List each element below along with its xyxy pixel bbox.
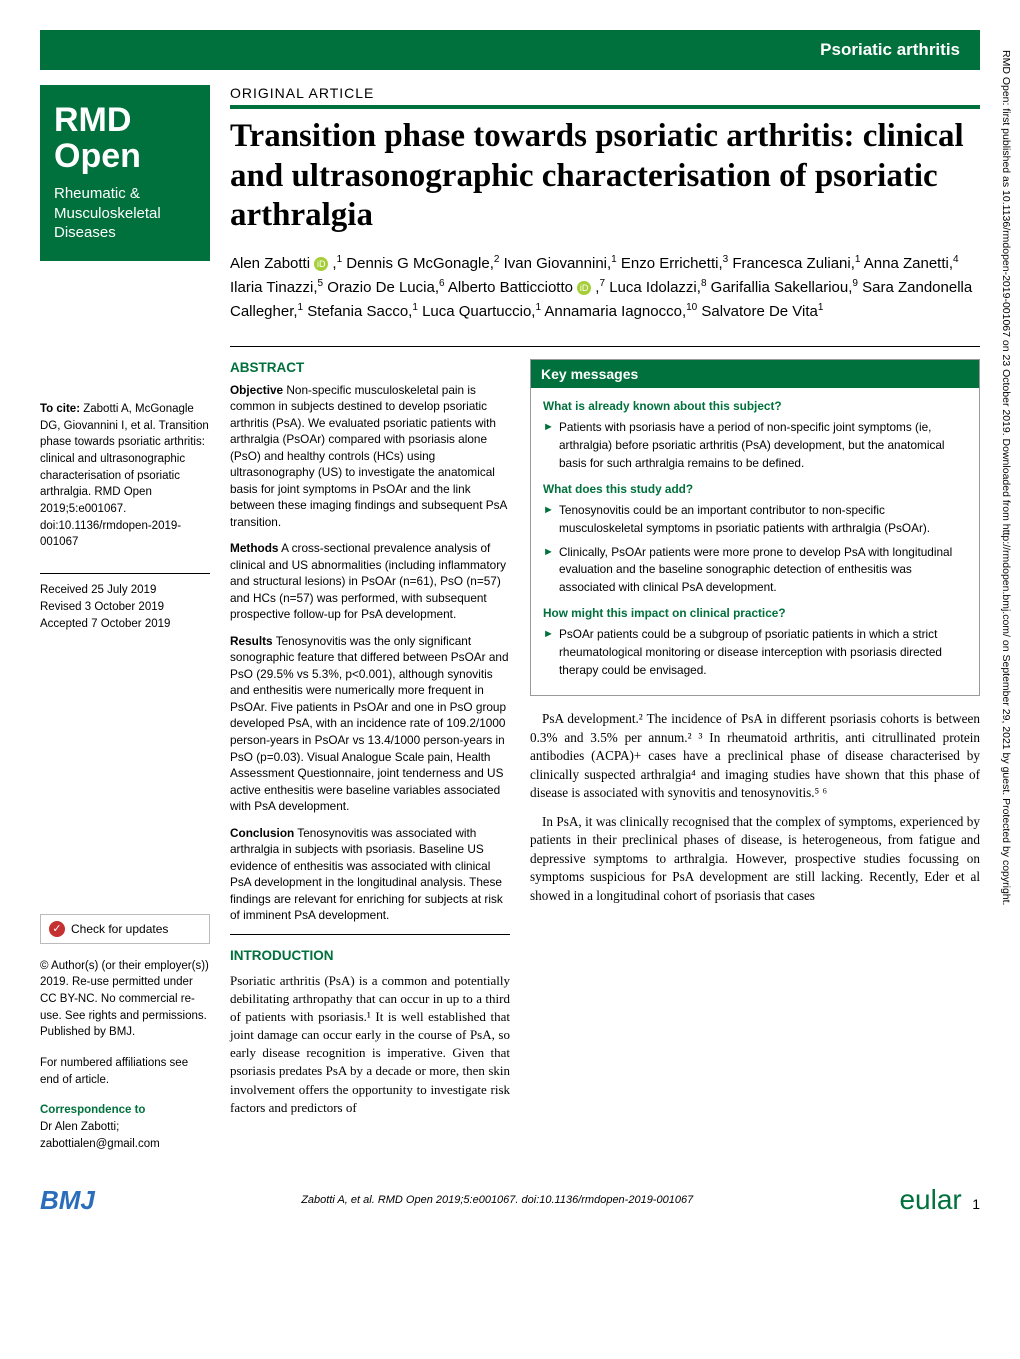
key-q2: What does this study add? xyxy=(543,481,967,499)
revised-date: Revised 3 October 2019 xyxy=(40,599,210,616)
article-title: Transition phase towards psoriatic arthr… xyxy=(230,117,980,236)
authors-list: Alen Zabotti iD ,1 Dennis G McGonagle,2 … xyxy=(230,252,980,324)
logo-subtitle: Rheumatic & Musculoskeletal Diseases xyxy=(54,184,196,243)
footer: BMJ Zabotti A, et al. RMD Open 2019;5:e0… xyxy=(40,1174,980,1216)
abstract-head: ABSTRACT xyxy=(230,359,510,378)
affiliations-note: For numbered affiliations see end of art… xyxy=(40,1055,210,1088)
key-a3: PsOAr patients could be a subgroup of ps… xyxy=(543,626,967,679)
results-label: Results xyxy=(230,634,273,648)
key-a2-1: Tenosynovitis could be an important cont… xyxy=(543,502,967,537)
body-text: PsA development.² The incidence of PsA i… xyxy=(530,710,980,905)
logo-title: RMD Open xyxy=(54,103,196,174)
article-type: ORIGINAL ARTICLE xyxy=(230,85,980,109)
left-sidebar: RMD Open Rheumatic & Musculoskeletal Dis… xyxy=(40,85,210,1152)
key-a1: Patients with psoriasis have a period of… xyxy=(543,419,967,472)
check-updates-icon: ✓ xyxy=(49,921,65,937)
methods-label: Methods xyxy=(230,541,279,555)
correspondence-label: Correspondence to xyxy=(40,1102,210,1119)
divider xyxy=(40,573,210,574)
key-a2-2: Clinically, PsOAr patients were more pro… xyxy=(543,544,967,597)
page-number: 1 xyxy=(972,1196,980,1212)
key-messages-box: Key messages What is already known about… xyxy=(530,359,980,697)
correspondence-email: zabottialen@gmail.com xyxy=(40,1136,210,1153)
citation-block: To cite: Zabotti A, McGonagle DG, Giovan… xyxy=(40,401,210,551)
abstract-column: ABSTRACT Objective Non-specific musculos… xyxy=(230,359,510,1117)
objective-text: Non-specific musculoskeletal pain is com… xyxy=(230,383,507,529)
side-download-note: RMD Open: first published as 10.1136/rmd… xyxy=(998,50,1012,1330)
bmj-logo: BMJ xyxy=(40,1185,95,1216)
correspondence-name: Dr Alen Zabotti; xyxy=(40,1119,210,1136)
cite-text: Zabotti A, McGonagle DG, Giovannini I, e… xyxy=(40,403,209,548)
divider xyxy=(230,934,510,935)
conclusion-label: Conclusion xyxy=(230,826,294,840)
body-p1: PsA development.² The incidence of PsA i… xyxy=(530,710,980,802)
right-column: Key messages What is already known about… xyxy=(530,359,980,1117)
check-updates-label: Check for updates xyxy=(71,922,168,936)
dates-block: Received 25 July 2019 Revised 3 October … xyxy=(40,582,210,634)
results-text: Tenosynovitis was the only significant s… xyxy=(230,634,509,813)
accepted-date: Accepted 7 October 2019 xyxy=(40,616,210,633)
eular-logo: eular xyxy=(899,1184,961,1215)
correspondence-block: Correspondence to Dr Alen Zabotti; zabot… xyxy=(40,1102,210,1152)
key-q1: What is already known about this subject… xyxy=(543,398,967,416)
conclusion-text: Tenosynovitis was associated with arthra… xyxy=(230,826,503,923)
intro-head: INTRODUCTION xyxy=(230,947,510,966)
copyright-text: © Author(s) (or their employer(s)) 2019.… xyxy=(40,958,210,1041)
cite-label: To cite: xyxy=(40,403,80,415)
key-q3: How might this impact on clinical practi… xyxy=(543,605,967,623)
footer-citation: Zabotti A, et al. RMD Open 2019;5:e00106… xyxy=(301,1194,693,1206)
header-category: Psoriatic arthritis xyxy=(40,30,980,70)
key-messages-head: Key messages xyxy=(531,360,979,388)
received-date: Received 25 July 2019 xyxy=(40,582,210,599)
intro-p1: Psoriatic arthritis (PsA) is a common an… xyxy=(230,972,510,1118)
main-content: ORIGINAL ARTICLE Transition phase toward… xyxy=(230,85,980,1152)
check-updates-button[interactable]: ✓ Check for updates xyxy=(40,914,210,944)
body-p2: In PsA, it was clinically recognised tha… xyxy=(530,813,980,905)
objective-label: Objective xyxy=(230,383,283,397)
journal-logo: RMD Open Rheumatic & Musculoskeletal Dis… xyxy=(40,85,210,261)
